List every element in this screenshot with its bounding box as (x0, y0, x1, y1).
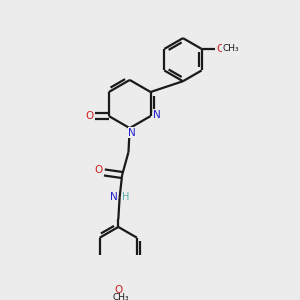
Text: O: O (85, 111, 94, 121)
Text: N: N (110, 191, 118, 202)
Text: CH₃: CH₃ (223, 44, 240, 53)
Text: CH₃: CH₃ (112, 293, 129, 300)
Text: N: N (128, 128, 136, 138)
Text: O: O (95, 165, 103, 176)
Text: H: H (122, 192, 130, 202)
Text: O: O (114, 285, 122, 295)
Text: N: N (153, 110, 161, 120)
Text: O: O (216, 44, 224, 54)
